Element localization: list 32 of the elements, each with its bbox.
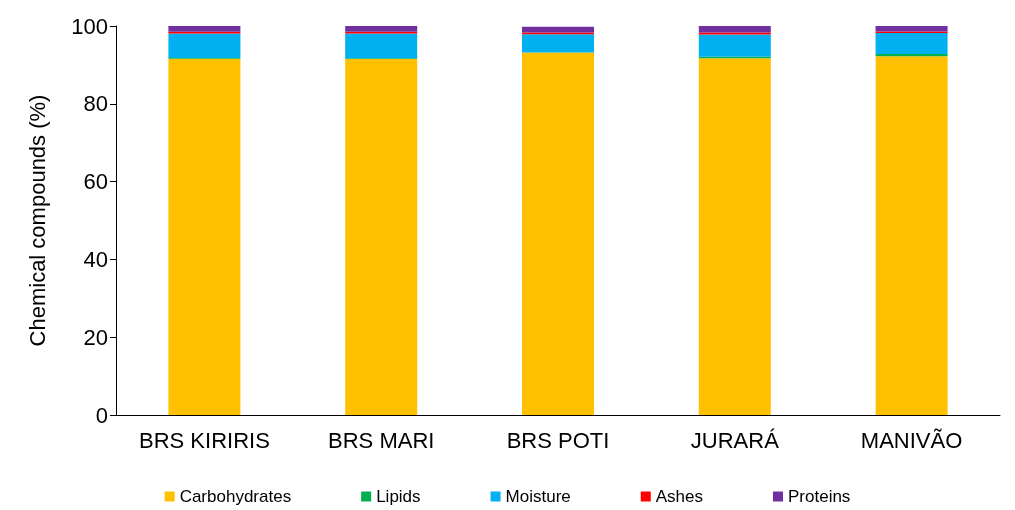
legend-label: Ashes bbox=[655, 487, 703, 506]
bar bbox=[345, 26, 418, 32]
y-tick-label: 40 bbox=[83, 246, 108, 272]
bar bbox=[345, 33, 418, 59]
bar bbox=[875, 56, 948, 415]
legend-label: Proteins bbox=[788, 487, 851, 506]
bar bbox=[168, 26, 241, 32]
bar bbox=[522, 34, 594, 53]
legend-label: Carbohydrates bbox=[179, 487, 292, 506]
y-tick-label: 60 bbox=[83, 169, 108, 195]
bar bbox=[875, 33, 948, 55]
bar bbox=[168, 33, 241, 58]
legend-label: Lipids bbox=[376, 487, 421, 506]
legend-label: Moisture bbox=[505, 487, 571, 506]
bar bbox=[698, 26, 771, 33]
y-tick-label: 20 bbox=[83, 324, 108, 350]
bar bbox=[698, 34, 771, 57]
bar bbox=[698, 58, 771, 415]
bar bbox=[345, 59, 418, 415]
bar bbox=[875, 26, 948, 32]
bar bbox=[168, 58, 241, 415]
bar bbox=[522, 52, 594, 415]
y-axis-title: Chemical compounds (%) bbox=[24, 94, 50, 347]
x-tick-label: JURARÁ bbox=[690, 427, 780, 453]
x-tick-label: BRS KIRIRIS bbox=[138, 427, 270, 453]
x-tick-label: BRS POTI bbox=[506, 427, 610, 453]
y-tick-label: 0 bbox=[95, 402, 108, 428]
bar bbox=[522, 26, 594, 33]
y-tick-label: 80 bbox=[83, 91, 108, 117]
y-tick-label: 100 bbox=[71, 13, 108, 39]
x-tick-label: MANIVÃO bbox=[860, 427, 963, 453]
x-tick-label: BRS MARI bbox=[328, 427, 435, 453]
